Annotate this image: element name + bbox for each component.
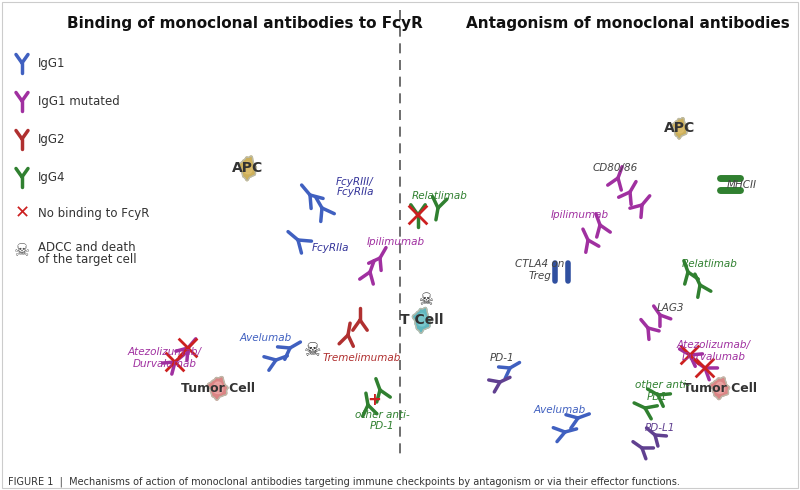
Text: other anti-: other anti- bbox=[354, 410, 410, 420]
Polygon shape bbox=[413, 308, 431, 333]
Text: Durvalumab: Durvalumab bbox=[133, 359, 197, 369]
Text: T Cell: T Cell bbox=[400, 313, 444, 327]
Text: Antagonism of monoclonal antibodies: Antagonism of monoclonal antibodies bbox=[466, 16, 790, 31]
Text: Binding of monoclonal antibodies to FcyR: Binding of monoclonal antibodies to FcyR bbox=[67, 16, 423, 31]
Text: Ipilimumab: Ipilimumab bbox=[551, 210, 609, 220]
Text: CTLA4 on: CTLA4 on bbox=[515, 259, 565, 269]
Text: Durvalumab: Durvalumab bbox=[682, 352, 746, 362]
Text: PD1: PD1 bbox=[646, 392, 667, 402]
Polygon shape bbox=[418, 314, 426, 326]
Text: IgG1: IgG1 bbox=[38, 56, 66, 70]
Text: No binding to FcyR: No binding to FcyR bbox=[38, 206, 150, 220]
Text: ☠: ☠ bbox=[418, 291, 434, 309]
Text: APC: APC bbox=[664, 121, 696, 135]
Text: PD-1: PD-1 bbox=[370, 421, 394, 431]
Polygon shape bbox=[239, 156, 256, 181]
Text: ADCC and death: ADCC and death bbox=[38, 241, 136, 253]
Text: Avelumab: Avelumab bbox=[534, 405, 586, 415]
Polygon shape bbox=[672, 118, 687, 139]
Text: Tumor Cell: Tumor Cell bbox=[683, 382, 757, 394]
Text: Treg: Treg bbox=[529, 271, 551, 281]
Text: CD80/86: CD80/86 bbox=[592, 163, 638, 173]
Text: IgG4: IgG4 bbox=[38, 171, 66, 183]
Text: FcyRIII/: FcyRIII/ bbox=[336, 177, 374, 187]
Text: Relatlimab: Relatlimab bbox=[682, 259, 738, 269]
Text: Atezolizumab/: Atezolizumab/ bbox=[677, 340, 751, 350]
Text: FIGURE 1  |  Mechanisms of action of monoclonal antibodies targeting immune chec: FIGURE 1 | Mechanisms of action of monoc… bbox=[8, 476, 680, 487]
Polygon shape bbox=[676, 122, 684, 133]
Text: Atezolizumab/: Atezolizumab/ bbox=[128, 347, 202, 357]
Text: PD-1: PD-1 bbox=[490, 353, 514, 363]
Text: ☠: ☠ bbox=[14, 242, 30, 260]
Text: IgG2: IgG2 bbox=[38, 132, 66, 146]
Text: ✕: ✕ bbox=[14, 204, 30, 222]
Text: PD-L1: PD-L1 bbox=[645, 423, 675, 433]
Text: of the target cell: of the target cell bbox=[38, 252, 137, 266]
Text: FcyRIIa: FcyRIIa bbox=[336, 187, 374, 197]
Text: Tremelimumab: Tremelimumab bbox=[323, 353, 401, 363]
Text: MHCII: MHCII bbox=[727, 180, 757, 190]
Polygon shape bbox=[710, 377, 730, 399]
Text: FcyRIIa: FcyRIIa bbox=[311, 243, 349, 253]
Text: Avelumab: Avelumab bbox=[240, 333, 292, 343]
Text: Ipilimumab: Ipilimumab bbox=[367, 237, 425, 247]
Text: APC: APC bbox=[232, 161, 264, 175]
Text: ☠: ☠ bbox=[304, 341, 322, 360]
Text: other anti-: other anti- bbox=[634, 380, 690, 390]
Text: IgG1 mutated: IgG1 mutated bbox=[38, 95, 120, 107]
Polygon shape bbox=[207, 377, 228, 400]
Text: Tumor Cell: Tumor Cell bbox=[181, 382, 255, 394]
Text: LAG3: LAG3 bbox=[656, 303, 684, 313]
Polygon shape bbox=[715, 382, 725, 393]
Polygon shape bbox=[244, 162, 252, 174]
Text: +: + bbox=[367, 391, 381, 409]
Text: Relatlimab: Relatlimab bbox=[412, 191, 468, 201]
Polygon shape bbox=[213, 382, 223, 393]
